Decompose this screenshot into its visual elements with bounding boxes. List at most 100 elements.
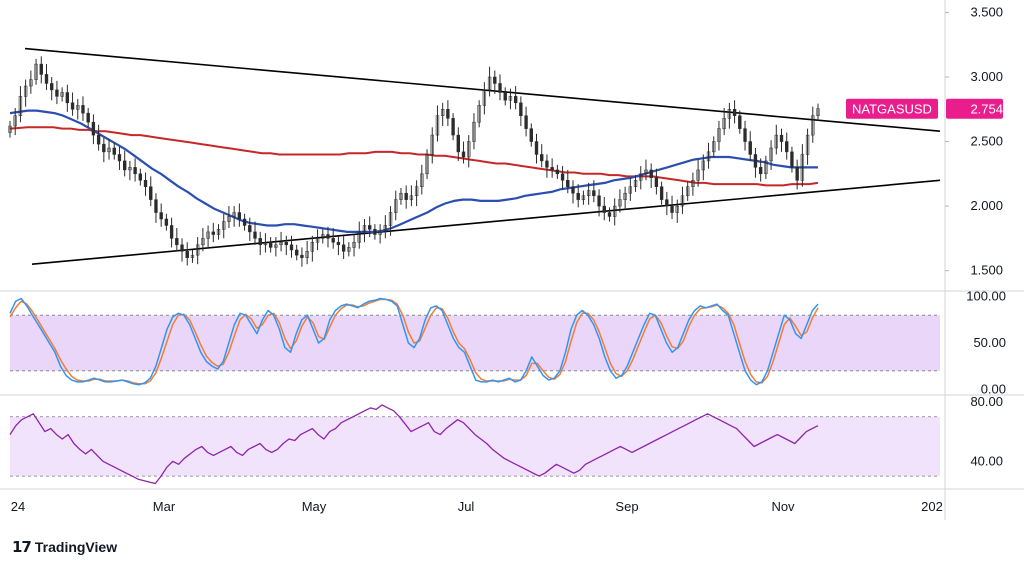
time-tick-label: 24 [11, 499, 25, 514]
candle [732, 100, 737, 124]
candle [691, 172, 695, 196]
candle [175, 228, 179, 252]
candle-body [665, 199, 669, 207]
candle-body [352, 241, 356, 248]
lower-trendline [31, 179, 941, 265]
candle [55, 80, 59, 105]
candle [764, 155, 768, 179]
time-tick-label: Nov [771, 499, 795, 514]
time-tick-label: Jul [458, 499, 475, 514]
candle-body [258, 238, 262, 246]
candle-body [498, 83, 502, 93]
candle-body [586, 190, 591, 197]
candle-body [232, 212, 236, 217]
candle [112, 142, 116, 160]
candle [237, 203, 242, 227]
candle [388, 206, 393, 236]
candle [149, 176, 153, 207]
candle [508, 88, 513, 110]
candle-body [513, 96, 518, 104]
candle-body [70, 102, 75, 110]
candle [404, 185, 408, 209]
candle-body [138, 173, 142, 181]
candle [373, 224, 377, 240]
candle [805, 128, 810, 165]
candle [649, 163, 653, 189]
candle-body [477, 105, 481, 123]
rsi-tick-label: 80.00 [970, 394, 1003, 409]
candle-body [461, 151, 466, 158]
candle-body [623, 192, 627, 200]
candle [477, 100, 481, 128]
candle-body [550, 167, 554, 171]
candle [712, 136, 716, 158]
candle [128, 160, 132, 181]
candle-body [55, 89, 59, 97]
candle-body [644, 169, 648, 175]
candle [76, 98, 80, 120]
candle [300, 247, 304, 267]
candle-body [295, 249, 299, 256]
candle [800, 144, 805, 187]
candle-body [670, 205, 674, 213]
candle-body [107, 147, 111, 153]
rsi-tick-label: 40.00 [970, 453, 1003, 468]
candle-body [420, 173, 424, 187]
candle-body [691, 180, 695, 187]
candle [639, 166, 643, 190]
candle [571, 180, 575, 204]
candle-body [357, 231, 361, 243]
candle [550, 158, 554, 178]
last-price-label: 2.754 [970, 101, 1003, 116]
rsi-band [10, 416, 940, 477]
candle-body [154, 199, 158, 213]
candle-body [8, 125, 12, 133]
candle [758, 158, 763, 182]
price-tick-label: 2.000 [970, 198, 1003, 213]
candle-body [274, 244, 278, 248]
candle-body [310, 241, 315, 252]
candle-body [440, 109, 445, 116]
candle-body [633, 180, 638, 187]
candle-body [300, 254, 304, 258]
candle [498, 74, 502, 101]
candle [451, 113, 455, 141]
candle [696, 159, 700, 187]
candle-body [242, 218, 247, 226]
candle-body [779, 134, 784, 142]
candle [420, 164, 424, 195]
price-tick-label: 3.500 [970, 4, 1003, 19]
candle [190, 249, 195, 263]
candle [253, 221, 257, 245]
candle-body [738, 115, 742, 129]
candle-body [143, 180, 148, 187]
candle [133, 158, 137, 182]
candle-body [76, 105, 80, 110]
candle-body [769, 147, 773, 162]
candle [279, 231, 283, 252]
candle [425, 149, 429, 179]
candle [790, 146, 794, 173]
candle-body [560, 173, 565, 181]
candle-body [321, 234, 325, 239]
candle-body [597, 195, 601, 207]
time-tick-label: 202 [921, 499, 943, 514]
candle-body [60, 92, 64, 97]
candle-body [722, 118, 726, 129]
candle-body [649, 169, 653, 178]
candle-body [44, 74, 49, 84]
candle-body [467, 141, 471, 158]
candle [164, 213, 169, 231]
candle-body [133, 167, 137, 175]
candle-body [289, 244, 294, 251]
candle [310, 235, 315, 262]
candle [81, 96, 85, 121]
candle [607, 207, 612, 222]
candle [18, 86, 23, 123]
candle-body [706, 151, 711, 162]
candle [169, 217, 174, 248]
candle-body [503, 92, 507, 101]
candle-body [571, 186, 575, 194]
candle [216, 224, 221, 240]
candle [143, 172, 148, 196]
